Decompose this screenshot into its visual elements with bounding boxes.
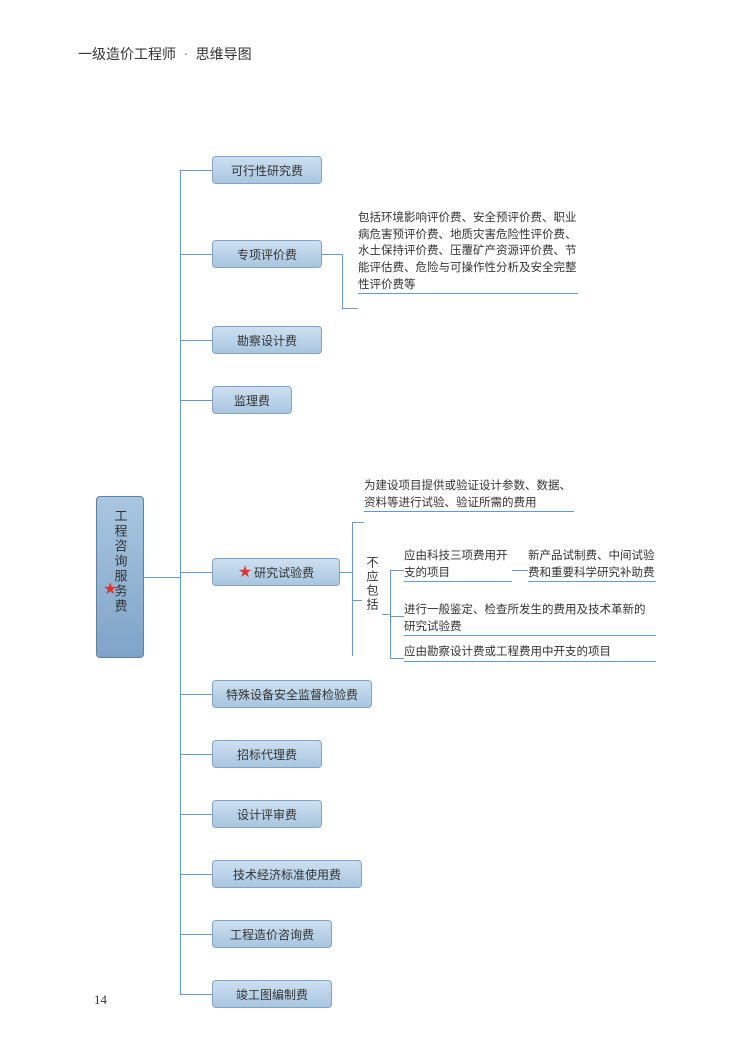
node-c6-label: 特殊设备安全监督检验费 xyxy=(226,686,358,703)
node-c9-label: 技术经济标准使用费 xyxy=(233,866,341,883)
root-node: 工程咨询服务费 ★ xyxy=(96,496,144,658)
node-c4-label: 监理费 xyxy=(234,392,270,409)
c5-group-label: 不应包括 xyxy=(364,556,381,612)
node-c9: 技术经济标准使用费 xyxy=(212,860,362,888)
node-c6: 特殊设备安全监督检验费 xyxy=(212,680,372,708)
node-c5: ★ 研究试验费 xyxy=(212,558,340,586)
c2-description: 包括环境影响评价费、安全预评价费、职业病危害预评价费、地质灾害危险性评价费、水土… xyxy=(358,210,578,294)
node-c3: 勘察设计费 xyxy=(212,326,322,354)
node-c4: 监理费 xyxy=(212,386,292,414)
node-c8: 设计评审费 xyxy=(212,800,322,828)
mindmap-canvas: 工程咨询服务费 ★ 可行性研究费 专项评价费 勘察设计费 监理费 ★ 研究试验费… xyxy=(0,0,743,1052)
c5-desc1: 为建设项目提供或验证设计参数、数据、资料等进行试验、验证所需的费用 xyxy=(364,478,574,512)
node-c7-label: 招标代理费 xyxy=(237,746,297,763)
c5-g1-left: 应由科技三项费用开支的项目 xyxy=(404,548,512,582)
star-icon: ★ xyxy=(238,562,252,582)
node-c1: 可行性研究费 xyxy=(212,156,322,184)
node-c3-label: 勘察设计费 xyxy=(237,332,297,349)
node-c10-label: 工程造价咨询费 xyxy=(230,926,314,943)
star-icon: ★ xyxy=(103,579,119,599)
node-c11: 竣工图编制费 xyxy=(212,980,332,1008)
node-c10: 工程造价咨询费 xyxy=(212,920,332,948)
node-c1-label: 可行性研究费 xyxy=(231,162,303,179)
node-c11-label: 竣工图编制费 xyxy=(236,986,308,1003)
node-c2-label: 专项评价费 xyxy=(237,246,297,263)
node-c7: 招标代理费 xyxy=(212,740,322,768)
node-c5-label: 研究试验费 xyxy=(254,564,314,581)
node-c8-label: 设计评审费 xyxy=(237,806,297,823)
node-c2: 专项评价费 xyxy=(212,240,322,268)
c5-g3: 应由勘察设计费或工程费用中开支的项目 xyxy=(404,644,656,662)
c5-g1-right: 新产品试制费、中间试验费和重要科学研究补助费 xyxy=(528,548,656,582)
c5-g2: 进行一般鉴定、检查所发生的费用及技术革新的研究试验费 xyxy=(404,602,656,636)
